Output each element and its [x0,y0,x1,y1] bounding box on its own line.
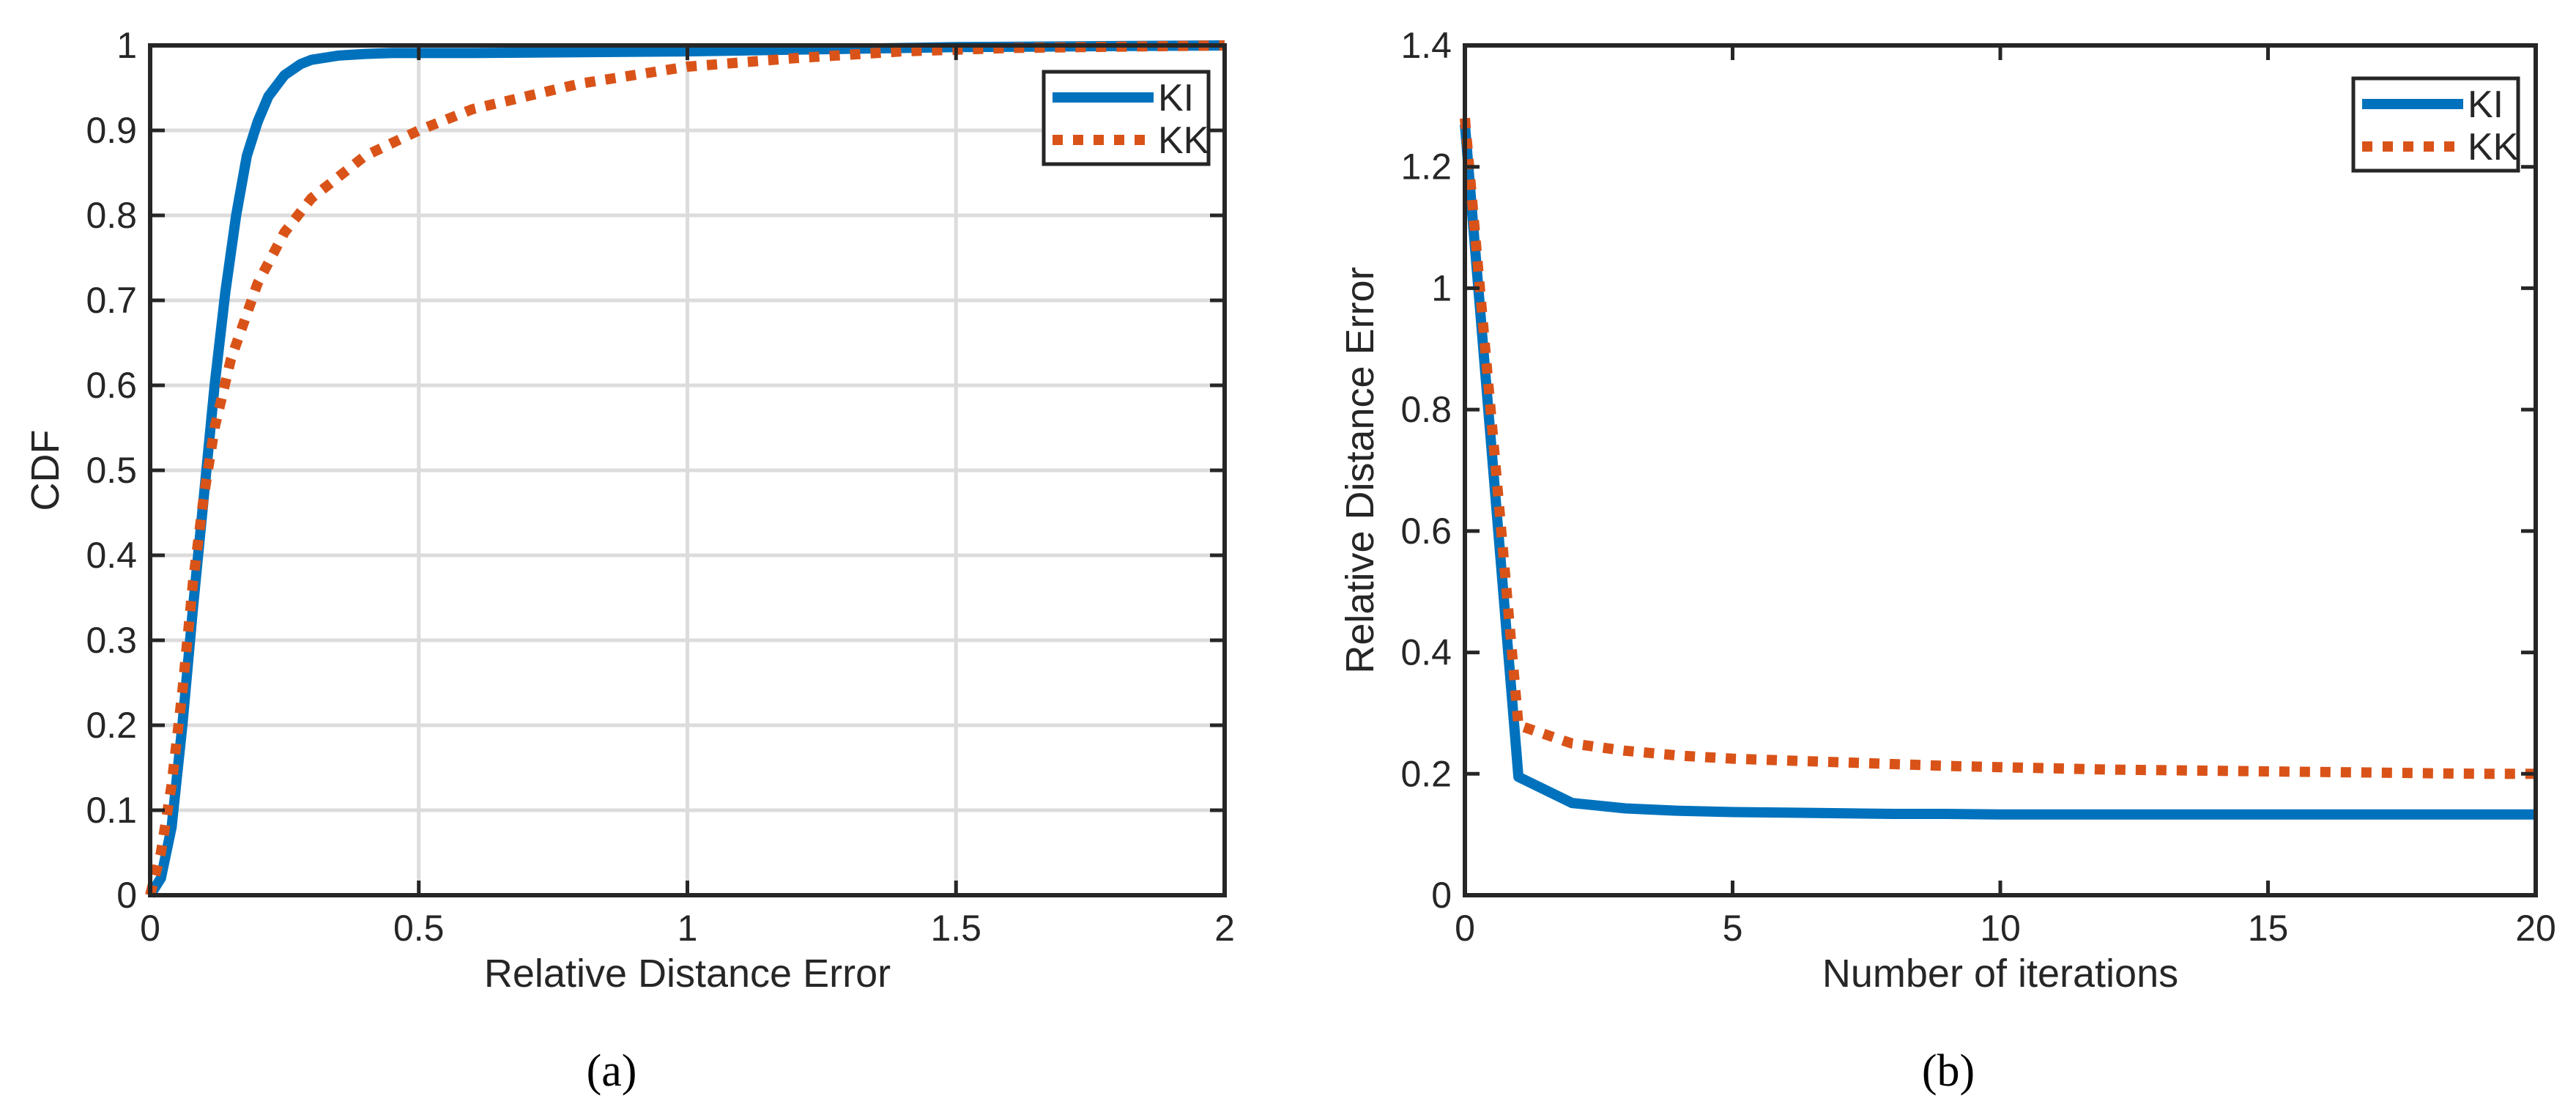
panel-a-series [145,40,1225,898]
panel-b-ticks: 0 5 10 15 20 0 0.2 0.4 0.6 0.8 1 1.2 1.4 [1400,25,2555,949]
panel-a-y-tick-label: 0.7 [86,280,137,321]
panel-b-y-tick-label: 0.2 [1400,753,1452,794]
panel-a-legend-box [1042,70,1211,166]
panel-a-y-tick-label: 0.9 [86,110,137,151]
panel-b-y-tick-label: 1.4 [1400,25,1452,66]
panel-a-y-tick-label: 0.3 [86,620,137,661]
panel-a-y-tick-label: 0.2 [86,705,137,746]
panel-b-y-tick-label: 0.4 [1400,632,1452,673]
panel-a-x-tick-label: 2 [1214,908,1235,949]
panel-a-y-axis-label: CDF [23,430,67,511]
panel-a-series-kk-line [145,40,1225,897]
panel-a-x-tick-label: 1 [678,908,698,949]
panel-b-label: (b) [1922,1046,1975,1096]
panel-a-ticks: 0 0.5 1 1.5 2 0 0.1 0.2 0.3 0.4 0.5 0.6 0.7 0.8 0.9 1 [86,25,1234,949]
panel-b-legend: KI KK [2351,76,2520,173]
panel-b-legend-box [2351,76,2520,173]
panel-b-series [1460,117,2536,820]
panel-a-legend: KI KK [1042,70,1211,166]
panel-a-label: (a) [587,1046,637,1096]
panel-a-legend-label-ki: KI [1158,77,1194,119]
panel-a-x-tick-label: 1.5 [930,908,981,949]
panel-b-x-axis-label: Number of iterations [1822,952,2178,996]
panel-b-x-tick-label: 5 [1723,908,1743,949]
panel-a-legend-label-kk: KK [1158,119,1209,162]
panel-b-legend-label-kk: KK [2468,126,2519,168]
panel-b-y-tick-label: 0.8 [1400,389,1452,430]
panel-b-series-kk-line [1460,117,2536,779]
panel-b-series-ki-line [1460,124,2536,820]
panel-a-y-tick-label: 0.1 [86,790,137,831]
panel-b-y-tick-label: 1 [1431,267,1452,308]
panel-b-y-axis-label: Relative Distance Error [1338,267,1382,673]
panel-b-x-tick-label: 20 [2515,908,2556,949]
panel-a-x-tick-label: 0.5 [393,908,445,949]
panel-b-y-tick-label: 0.6 [1400,511,1452,552]
panel-b-legend-label-ki: KI [2468,84,2503,126]
panel-a-y-tick-label: 0.4 [86,535,137,576]
panel-a-x-axis-label: Relative Distance Error [484,952,891,996]
panel-a-grid [150,45,1225,895]
panel-b-y-tick-label: 0 [1431,875,1452,916]
panel-a-y-tick-label: 0.6 [86,365,137,406]
panel-a-y-tick-label: 0.8 [86,195,137,236]
panel-b-x-tick-label: 10 [1980,908,2021,949]
panel-a-y-tick-label: 0 [116,875,137,916]
panel-b-x-tick-label: 15 [2248,908,2289,949]
panel-a-y-tick-label: 1 [116,25,137,66]
panel-b-y-tick-label: 1.2 [1400,147,1452,188]
panel-b-chart: 0 5 10 15 20 0 0.2 0.4 0.6 0.8 1 1.2 1.4 Number of i… [1338,25,2556,1096]
panel-a-chart: 0 0.5 1 1.5 2 0 0.1 0.2 0.3 0.4 0.5 0.6 0.7 0.8 0.9 1 R… [23,25,1235,1096]
panel-a-x-tick-label: 0 [140,908,160,949]
panel-a-y-tick-label: 0.5 [86,450,137,491]
panel-b-x-tick-label: 0 [1455,908,1475,949]
